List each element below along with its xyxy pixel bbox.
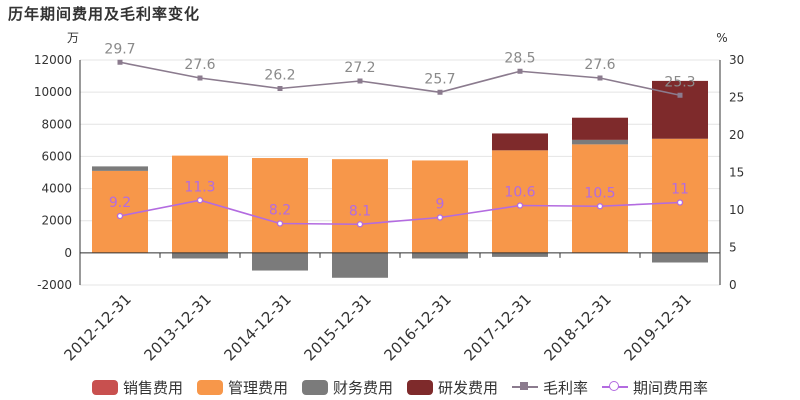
right-axis-label: % bbox=[716, 31, 727, 45]
legend-label: 管理费用 bbox=[227, 378, 288, 397]
legend-item[interactable]: 期间费用率 bbox=[602, 377, 708, 398]
x-tick-label: 2014-12-31 bbox=[220, 290, 294, 364]
x-tick-label: 2019-12-31 bbox=[620, 290, 694, 364]
bar-admin-4 bbox=[412, 160, 468, 253]
gross-margin-point bbox=[437, 89, 443, 95]
bar-finance-3 bbox=[332, 252, 388, 278]
right-tick-label: 15 bbox=[729, 166, 744, 180]
left-tick-label: 4000 bbox=[41, 182, 72, 196]
gross-margin-data-label: 26.2 bbox=[264, 68, 295, 84]
bar-finance-2 bbox=[252, 252, 308, 271]
gross-margin-data-label: 25.3 bbox=[664, 74, 695, 90]
gross-margin-point bbox=[117, 59, 123, 65]
chart-title: 历年期间费用及毛利率变化 bbox=[8, 5, 201, 23]
bar-admin-7 bbox=[652, 138, 708, 253]
right-tick-label: 10 bbox=[729, 203, 744, 217]
period-expense-rate-point bbox=[276, 220, 284, 227]
period-expense-rate-data-label: 11 bbox=[671, 182, 689, 198]
x-tick-label: 2013-12-31 bbox=[140, 290, 214, 364]
bar-finance-7 bbox=[652, 252, 708, 263]
x-tick-label: 2018-12-31 bbox=[540, 290, 614, 364]
gross-margin-point bbox=[597, 75, 603, 81]
legend-circle-marker-icon bbox=[602, 380, 629, 394]
x-tick-label: 2012-12-31 bbox=[60, 290, 134, 364]
x-tick-label: 2016-12-31 bbox=[380, 290, 454, 364]
period-expense-rate-point bbox=[596, 203, 604, 210]
right-tick-label: 25 bbox=[729, 91, 744, 105]
gross-margin-data-label: 27.6 bbox=[584, 57, 615, 73]
bar-admin-5 bbox=[492, 150, 548, 253]
bar-rnd-5 bbox=[492, 133, 548, 151]
period-expense-rate-data-label: 8.1 bbox=[349, 203, 371, 219]
right-tick-label: 5 bbox=[729, 241, 737, 255]
bar-admin-6 bbox=[572, 144, 628, 253]
legend-swatch bbox=[91, 379, 118, 395]
period-expense-rate-point bbox=[116, 212, 124, 220]
bar-finance-4 bbox=[412, 252, 468, 259]
legend-label: 期间费用率 bbox=[633, 378, 709, 397]
bar-finance-1 bbox=[172, 252, 228, 259]
left-tick-label: 12000 bbox=[34, 53, 72, 67]
bar-finance-0 bbox=[92, 166, 148, 171]
period-expense-rate-data-label: 10.6 bbox=[504, 185, 535, 201]
legend-item[interactable]: 管理费用 bbox=[196, 377, 288, 398]
legend-item[interactable]: 毛利率 bbox=[512, 377, 588, 398]
legend-square-marker-icon bbox=[512, 380, 539, 394]
legend-label: 财务费用 bbox=[332, 378, 393, 397]
legend-label: 毛利率 bbox=[543, 378, 589, 397]
period-expense-rate-data-label: 11.3 bbox=[184, 179, 215, 195]
bar-rnd-6 bbox=[572, 117, 628, 140]
left-axis-label: 万 bbox=[67, 31, 79, 45]
x-tick-label: 2017-12-31 bbox=[460, 290, 534, 364]
period-expense-rate-data-label: 9 bbox=[436, 197, 445, 213]
gross-margin-data-label: 27.6 bbox=[184, 57, 215, 73]
bar-finance-6 bbox=[572, 139, 628, 145]
period-expense-rate-data-label: 9.2 bbox=[109, 195, 131, 211]
left-tick-label: 2000 bbox=[41, 214, 72, 228]
right-tick-label: 0 bbox=[729, 278, 737, 292]
legend-label: 研发费用 bbox=[438, 378, 499, 397]
legend-swatch bbox=[196, 379, 223, 395]
gross-margin-point bbox=[517, 68, 523, 74]
gross-margin-data-label: 28.5 bbox=[504, 50, 535, 66]
bar-admin-3 bbox=[332, 159, 388, 253]
gross-margin-point bbox=[357, 78, 363, 84]
period-expense-rate-point bbox=[196, 197, 204, 204]
left-tick-label: 8000 bbox=[41, 117, 72, 131]
gross-margin-point bbox=[277, 86, 283, 91]
bar-admin-2 bbox=[252, 158, 308, 253]
period-expense-rate-point bbox=[676, 199, 684, 206]
legend-swatch bbox=[301, 379, 328, 395]
x-tick-label: 2015-12-31 bbox=[300, 290, 374, 364]
gross-margin-data-label: 27.2 bbox=[344, 60, 375, 76]
right-tick-label: 20 bbox=[729, 128, 744, 142]
legend-item[interactable]: 财务费用 bbox=[301, 377, 393, 398]
bar-finance-5 bbox=[492, 252, 548, 257]
period-expense-rate-point bbox=[356, 221, 364, 228]
period-expense-rate-data-label: 10.5 bbox=[584, 185, 615, 201]
period-expense-rate-point bbox=[436, 214, 444, 221]
left-tick-label: 10000 bbox=[34, 85, 72, 99]
period-expense-rate-line bbox=[119, 199, 681, 226]
left-tick-label: 6000 bbox=[41, 149, 72, 163]
period-expense-rate-data-label: 8.2 bbox=[269, 203, 291, 219]
gross-margin-point bbox=[677, 92, 683, 98]
gross-margin-data-label: 25.7 bbox=[424, 71, 455, 87]
period-expense-rate-point bbox=[516, 202, 524, 209]
legend-label: 销售费用 bbox=[122, 378, 183, 397]
legend-item[interactable]: 研发费用 bbox=[407, 377, 498, 398]
right-tick-label: 30 bbox=[729, 53, 744, 67]
chart-legend: 销售费用 管理费用 财务费用 研发费用 毛利率 期间费用率 bbox=[0, 376, 800, 398]
left-tick-label: 0 bbox=[64, 246, 72, 260]
gross-margin-point bbox=[197, 75, 203, 81]
gross-margin-line bbox=[119, 61, 681, 97]
legend-item[interactable]: 销售费用 bbox=[91, 377, 183, 398]
gross-margin-data-label: 29.7 bbox=[104, 41, 135, 57]
legend-swatch bbox=[407, 379, 433, 395]
left-tick-label: -2000 bbox=[37, 278, 72, 292]
